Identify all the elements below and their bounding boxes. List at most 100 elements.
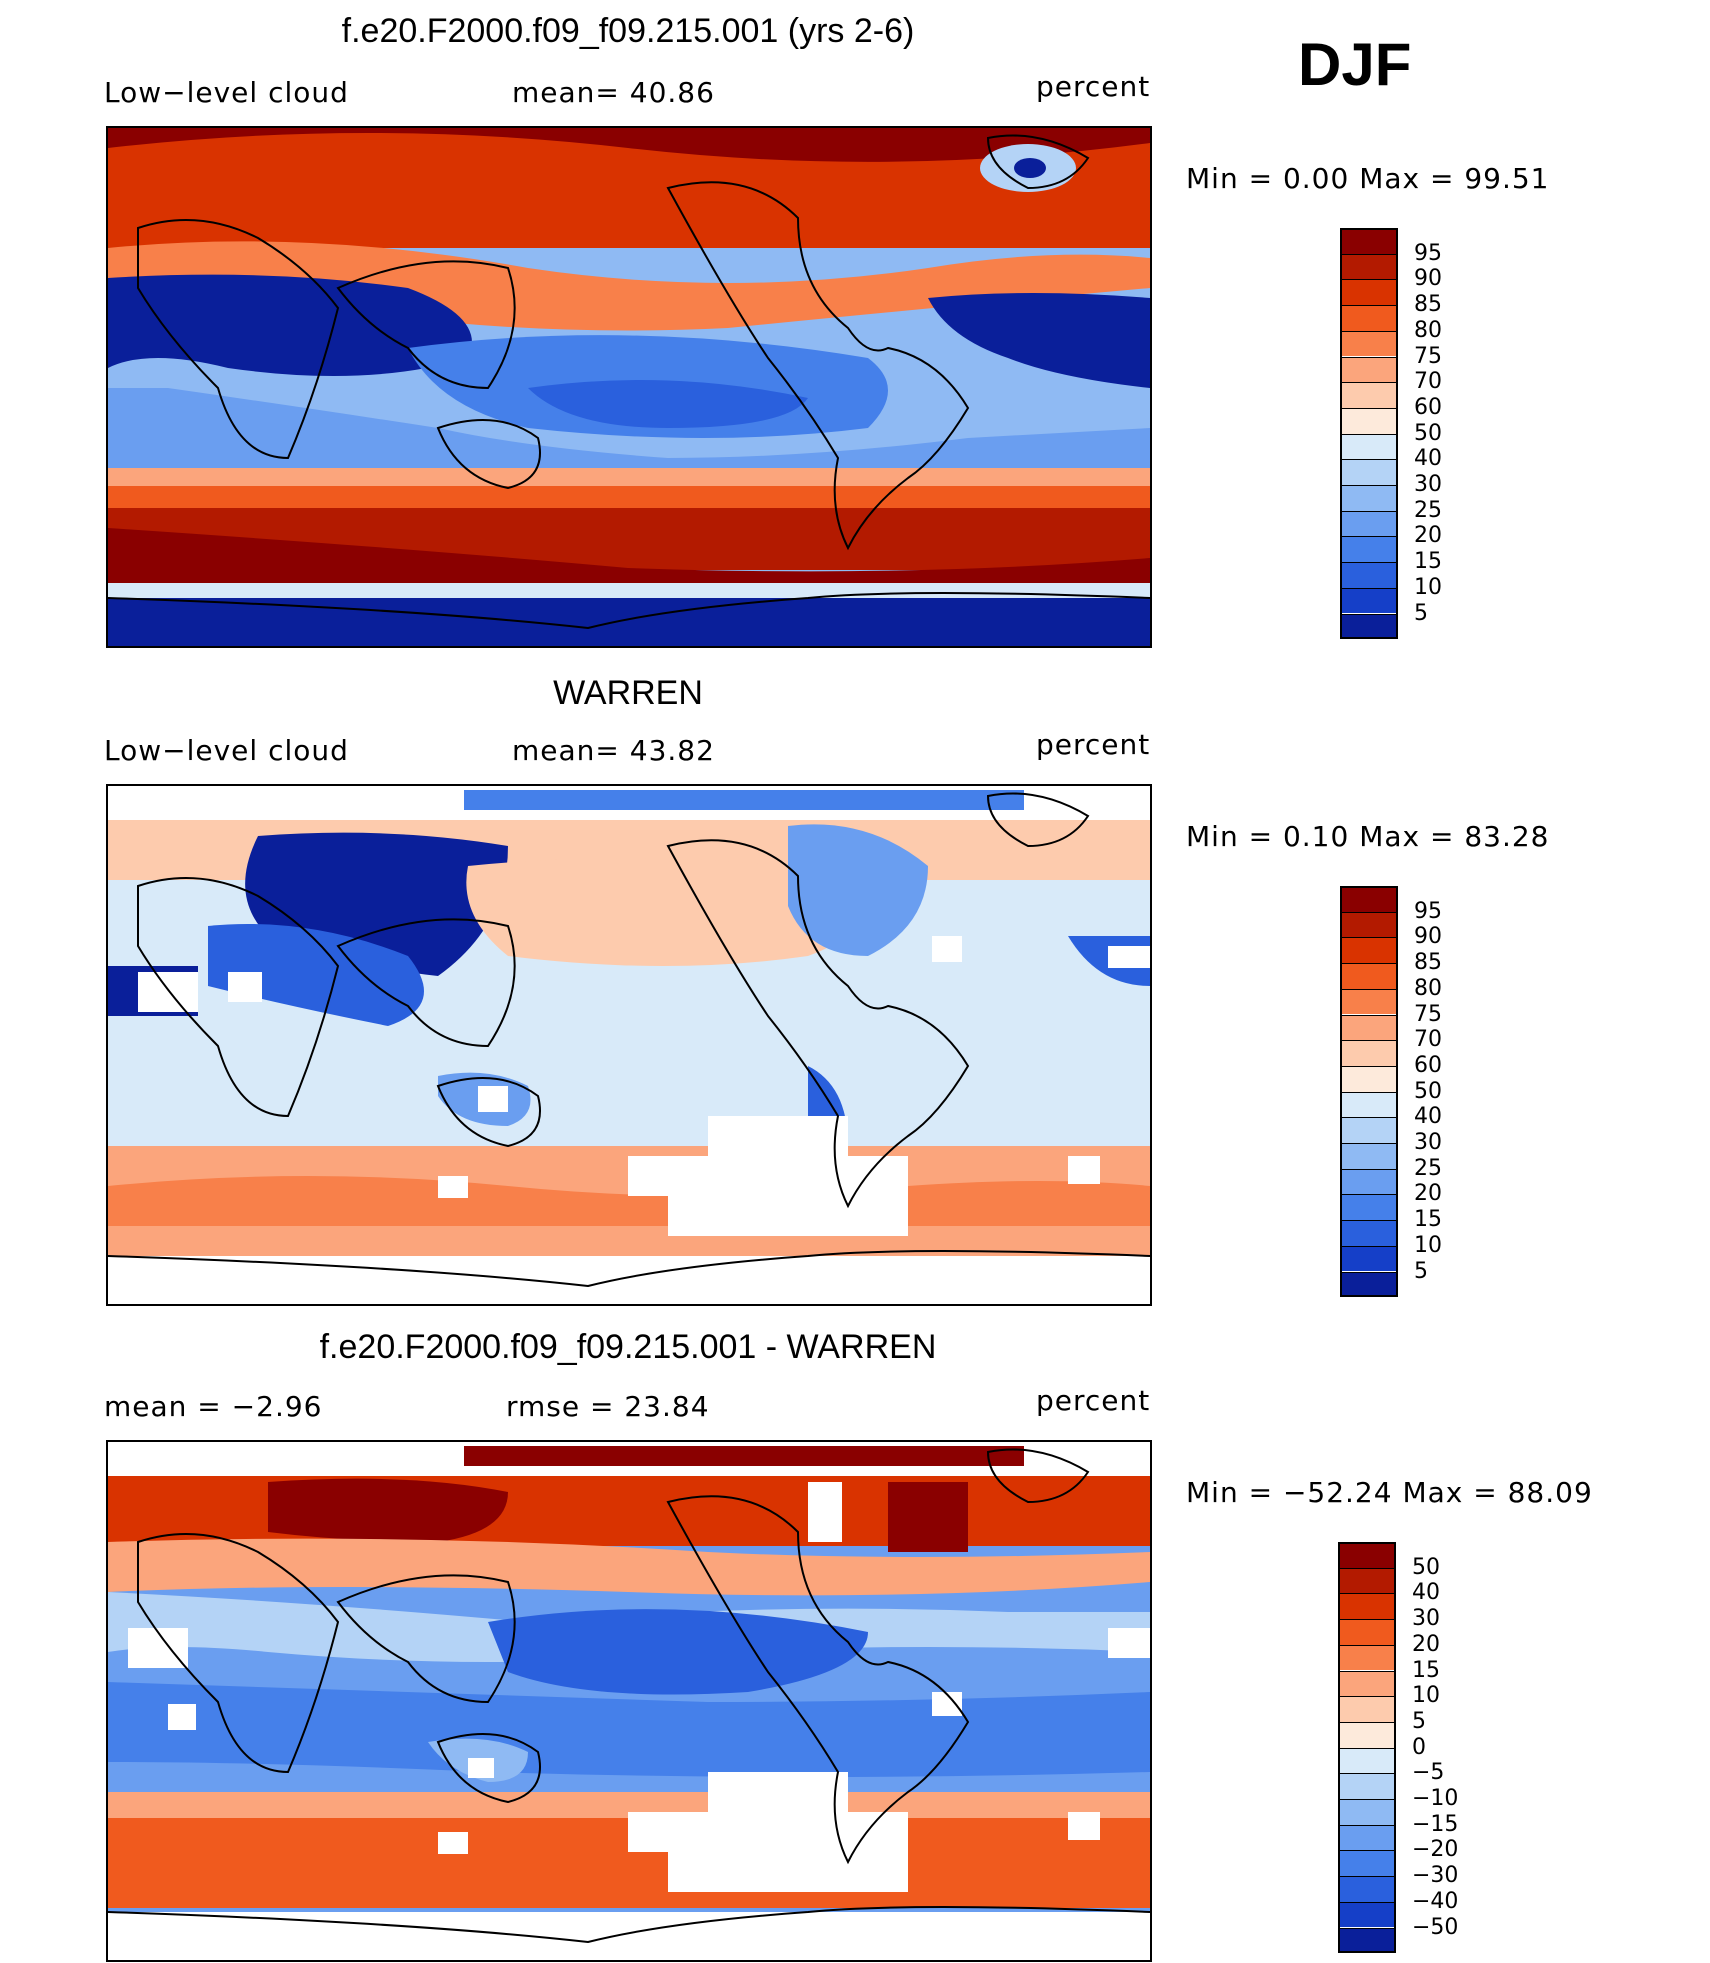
colorbar-cell [1338, 1619, 1396, 1645]
colorbar-tick-label: −15 [1412, 1811, 1459, 1837]
colorbar-cell [1338, 1876, 1396, 1902]
colorbar-cell [1340, 407, 1398, 434]
colorbar-tick-label: 95 [1414, 240, 1442, 266]
colorbar-cell [1338, 1696, 1396, 1722]
map-obs [106, 784, 1152, 1306]
colorbar-cell [1338, 1542, 1396, 1568]
colorbar-tick-label: 15 [1414, 549, 1442, 575]
units-label: percent [1036, 70, 1151, 103]
season-label: DJF [1298, 31, 1412, 98]
colorbar-tick-label: 25 [1414, 497, 1442, 523]
colorbar-cell [1338, 1850, 1396, 1877]
colorbar-tick-label: 60 [1414, 1052, 1442, 1078]
minmax-label: Min = −52.24 Max = 88.09 [1186, 1476, 1593, 1509]
colorbar-tick-label: −20 [1412, 1837, 1459, 1863]
colorbar-cell [1338, 1644, 1396, 1671]
mean-label: mean = −2.96 [104, 1390, 323, 1423]
colorbar-cell [1340, 433, 1398, 460]
panel-title: f.e20.F2000.f09_f09.215.001 - WARREN [319, 1328, 937, 1366]
colorbar-tick-label: 85 [1414, 292, 1442, 318]
map-field [108, 786, 1150, 1304]
colorbar-cell [1338, 1593, 1396, 1620]
colorbar-tick-label: 50 [1414, 420, 1442, 446]
colorbar-cell [1340, 911, 1398, 938]
colorbar-tick-label: 50 [1412, 1554, 1440, 1580]
map-field [108, 1442, 1150, 1960]
minmax-label: Min = 0.10 Max = 83.28 [1186, 820, 1550, 853]
colorbar-tick-label: 10 [1412, 1683, 1440, 1709]
colorbar-cell [1340, 1117, 1398, 1143]
colorbar-cell [1340, 279, 1398, 306]
colorbar-tick-label: 80 [1414, 975, 1442, 1001]
colorbar-frame [1340, 886, 1398, 1298]
colorbar-cell [1340, 330, 1398, 357]
colorbar-cell [1338, 1824, 1396, 1851]
colorbar-cell [1340, 1143, 1398, 1169]
colorbar-cell [1340, 587, 1398, 614]
colorbar-tick-label: 15 [1414, 1207, 1442, 1233]
colorbar-tick-label: 85 [1414, 950, 1442, 976]
colorbar-tick-label: 30 [1414, 1130, 1442, 1155]
colorbar-tick-label: 80 [1414, 317, 1442, 343]
colorbar-cell [1338, 1901, 1396, 1928]
panel-title: WARREN [553, 674, 703, 712]
colorbar-cell [1340, 356, 1398, 383]
colorbar-tick-label: 60 [1414, 394, 1442, 420]
colorbar-cell [1340, 1245, 1398, 1272]
colorbar-tick-label: 90 [1414, 924, 1442, 950]
colorbar-cell [1340, 1168, 1398, 1195]
colorbar-tick-label: 75 [1414, 343, 1442, 369]
colorbar-cell [1340, 1065, 1398, 1092]
colorbar-tick-label: −30 [1412, 1863, 1459, 1889]
colorbar-cell [1338, 1670, 1396, 1697]
colorbar-cell [1340, 536, 1398, 563]
colorbar-tick-label: 20 [1414, 523, 1442, 549]
colorbar-cell [1338, 1567, 1396, 1594]
colorbar-cell [1340, 562, 1398, 588]
colorbar-tick-label: 70 [1414, 1027, 1442, 1053]
rmse-label: rmse = 23.84 [506, 1390, 710, 1423]
colorbar-cell [1340, 510, 1398, 537]
colorbar-cell [1340, 988, 1398, 1015]
colorbar-tick-label: 10 [1414, 574, 1442, 600]
colorbar-cell [1340, 1271, 1398, 1298]
colorbar-cell [1340, 1040, 1398, 1066]
colorbar-frame [1340, 228, 1398, 640]
colorbar-cell [1338, 1799, 1396, 1825]
colorbar-tick-label: 70 [1414, 369, 1442, 395]
colorbar-cell [1338, 1721, 1396, 1748]
colorbar-cell [1340, 1220, 1398, 1246]
colorbar-tick-label: −40 [1412, 1888, 1459, 1914]
colorbar-tick-label: −50 [1412, 1914, 1459, 1940]
colorbar-tick-label: 15 [1412, 1657, 1440, 1683]
mean-label: mean= 43.82 [512, 734, 715, 767]
colorbar-frame [1338, 1542, 1396, 1954]
colorbar-tick-label: 5 [1414, 1258, 1428, 1284]
colorbar-tick-label: 75 [1414, 1001, 1442, 1027]
units-label: percent [1036, 728, 1151, 761]
units-label: percent [1036, 1384, 1151, 1417]
colorbar-tick-label: 40 [1414, 446, 1442, 472]
mean-label: mean= 40.86 [512, 76, 715, 109]
colorbar-cell [1338, 1773, 1396, 1799]
colorbar-tick-label: 20 [1412, 1631, 1440, 1657]
colorbar-cell [1340, 305, 1398, 331]
map-field [108, 128, 1150, 646]
colorbar-tick-label: 30 [1414, 472, 1442, 497]
colorbar-cell [1338, 1927, 1396, 1954]
colorbar-cell [1340, 459, 1398, 485]
minmax-label: Min = 0.00 Max = 99.51 [1186, 162, 1550, 195]
colorbar-tick-label: 20 [1414, 1181, 1442, 1207]
colorbar-cell [1340, 382, 1398, 408]
colorbar-cell [1340, 1091, 1398, 1118]
colorbar-cell [1340, 253, 1398, 280]
colorbar-tick-label: −5 [1412, 1760, 1445, 1786]
variable-label: Low−level cloud [104, 734, 349, 767]
colorbar-tick-label: 40 [1414, 1104, 1442, 1130]
colorbar-cell [1340, 963, 1398, 989]
colorbar-tick-label: 5 [1412, 1708, 1426, 1734]
colorbar-tick-label: 90 [1414, 266, 1442, 292]
colorbar-tick-label: 10 [1414, 1232, 1442, 1258]
colorbar-cell [1340, 937, 1398, 964]
colorbar-cell [1340, 485, 1398, 511]
